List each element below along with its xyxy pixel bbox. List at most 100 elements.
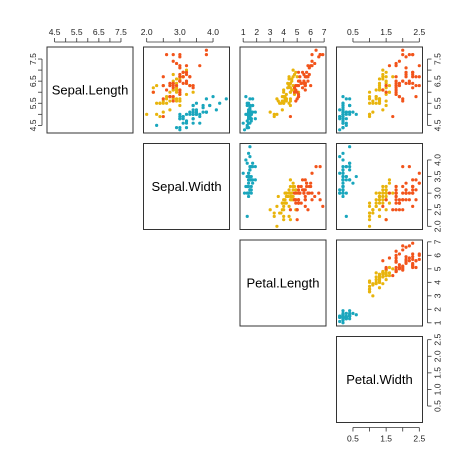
data-point [338,114,342,119]
data-point [411,241,415,245]
data-point [292,198,297,202]
data-point [249,119,253,123]
data-point [181,114,185,119]
data-point [303,88,307,92]
data-point [298,79,302,83]
data-point [174,90,179,94]
data-point [377,97,382,101]
data-point [374,271,378,275]
data-point [401,244,405,248]
data-point [295,75,299,79]
data-point [168,108,172,112]
data-point [208,103,212,108]
right-tick-label: 7 [432,239,442,244]
data-point [391,191,395,195]
data-point [394,64,398,68]
data-point [155,112,159,116]
data-point [198,112,202,116]
data-point [294,201,298,205]
data-point [394,79,398,83]
data-point [241,121,245,125]
data-point [377,77,382,81]
data-point [367,112,372,116]
data-point [171,95,175,99]
data-point [394,269,398,274]
data-point [341,194,345,199]
data-point [411,184,415,189]
data-point [300,178,305,182]
data-point [178,117,182,121]
data-point [310,198,314,202]
top-tick-label: 6 [308,27,313,37]
data-point [310,59,314,63]
data-point [377,201,382,205]
data-point [387,83,392,88]
data-point [296,201,301,205]
data-point [181,75,185,79]
data-point [341,188,345,192]
data-point [287,101,291,105]
left-tick-label: 7.5 [28,53,38,65]
data-point [404,255,408,259]
data-point [381,275,385,279]
data-point [310,171,314,175]
data-point [387,201,392,205]
data-point [321,53,325,57]
data-point [288,194,293,199]
data-point [246,112,251,116]
data-point [318,198,322,202]
data-point [164,53,169,57]
data-point [354,313,358,317]
data-point [191,110,195,114]
data-point [161,101,165,105]
data-point [394,249,398,253]
data-point [371,283,375,287]
data-point [338,155,342,159]
data-point [341,168,345,172]
data-point [367,290,372,294]
data-point [381,88,385,92]
data-point [249,164,253,169]
data-point [367,284,372,288]
data-point [341,121,345,125]
data-point [282,101,286,105]
data-point [411,72,415,77]
data-point [394,265,398,270]
data-point [303,188,307,192]
data-point [300,188,305,192]
panel-frame-0-0 [46,46,134,134]
data-point [284,201,288,205]
data-point [381,272,385,276]
data-point [299,201,303,205]
data-point [344,117,348,121]
data-point [414,83,418,88]
data-point [294,188,298,192]
data-point [344,121,348,125]
data-point [191,103,195,108]
data-point [288,208,293,212]
variable-label: Sepal.Width [151,179,221,194]
data-point [298,75,302,79]
data-point [306,79,310,83]
data-point [407,244,411,248]
data-point [367,90,372,94]
data-point [344,112,348,116]
data-point [371,208,375,212]
data-point [348,178,352,182]
data-point [178,99,182,103]
data-point [181,121,185,125]
data-point [288,114,293,119]
data-point [394,86,398,90]
data-point [384,271,388,275]
data-point [295,83,299,88]
data-point [164,95,169,99]
data-point [401,48,405,52]
data-point [171,81,175,85]
data-point [178,126,182,130]
data-point [145,112,149,116]
data-point [178,114,182,119]
data-point [411,86,415,90]
data-point [348,161,352,165]
right-tick-label: 4.0 [432,154,442,166]
data-point [287,77,291,81]
